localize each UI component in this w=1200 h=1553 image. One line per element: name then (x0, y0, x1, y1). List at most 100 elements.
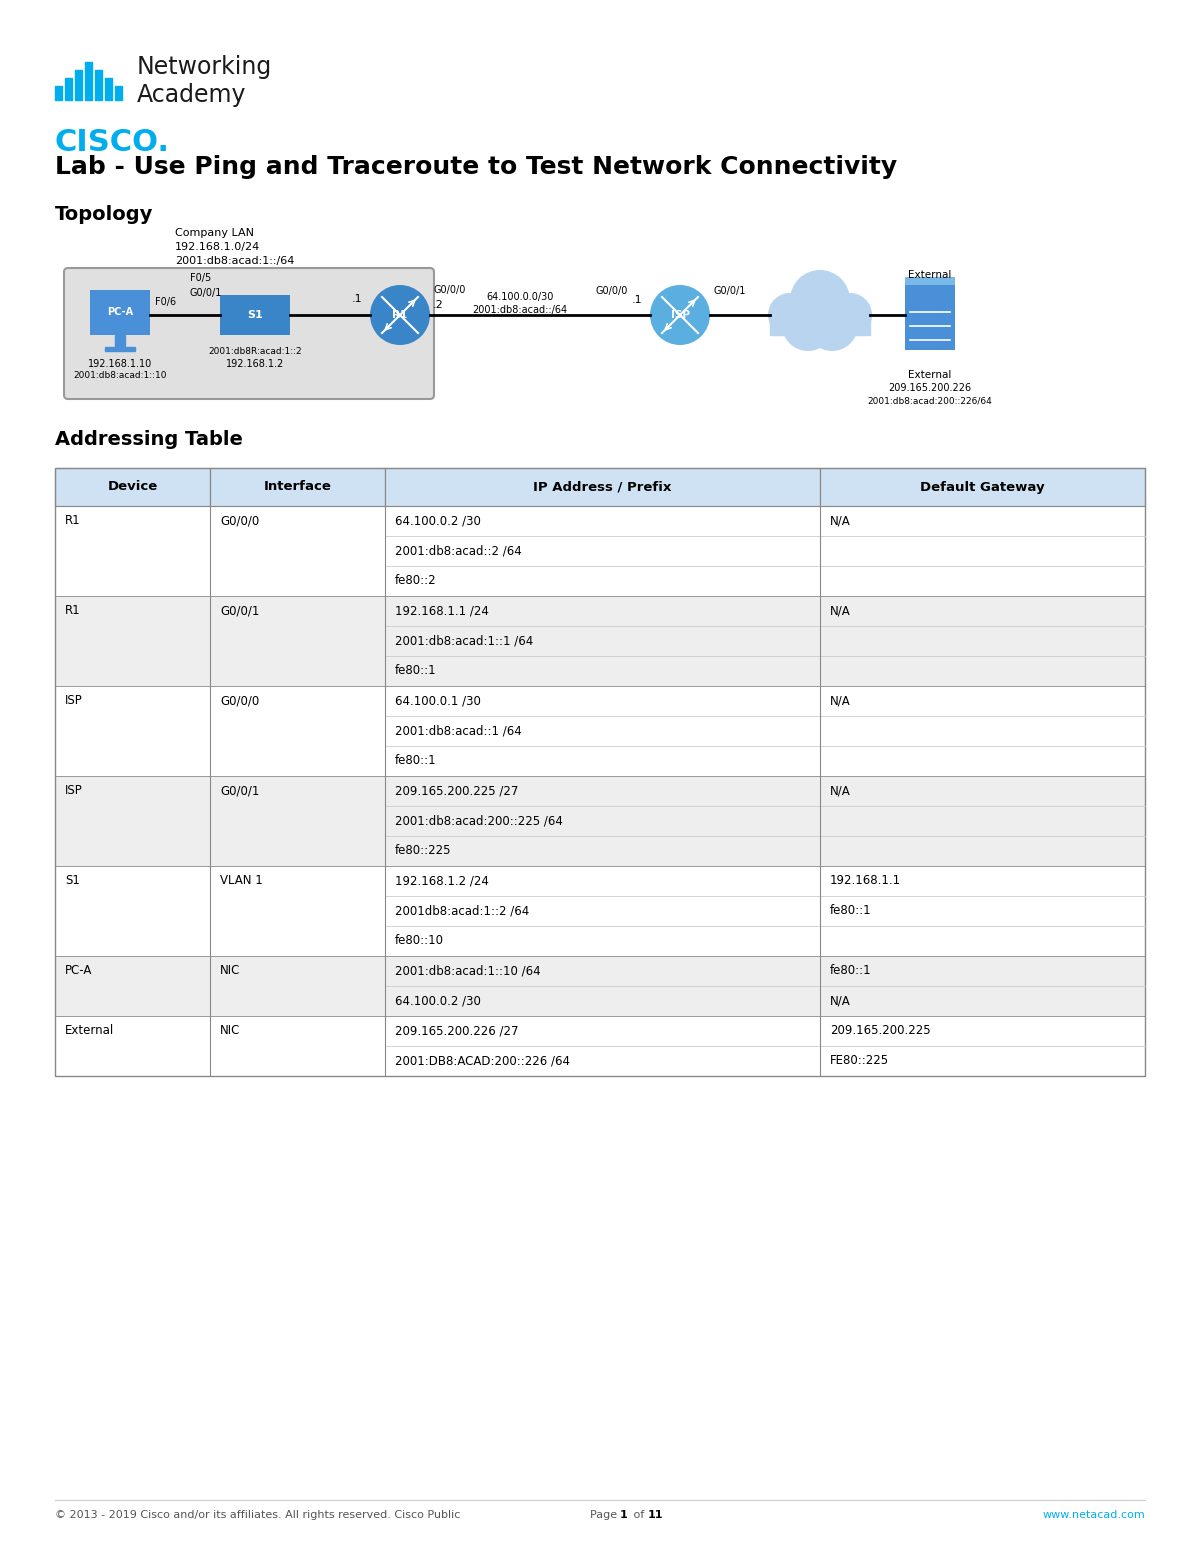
Text: Lab - Use Ping and Traceroute to Test Network Connectivity: Lab - Use Ping and Traceroute to Test Ne… (55, 155, 898, 179)
Text: 2001:db8:acad:1::10 /64: 2001:db8:acad:1::10 /64 (395, 964, 541, 977)
Text: N/A: N/A (830, 784, 851, 798)
Bar (106, 78, 112, 99)
Text: N/A: N/A (830, 694, 851, 708)
Text: fe80::2: fe80::2 (395, 575, 437, 587)
Text: 2001:db8:acad::1 /64: 2001:db8:acad::1 /64 (395, 725, 522, 738)
Bar (55, 867, 1145, 957)
Bar (210, 1016, 385, 1076)
Text: 2001:db8:acad:1::/64: 2001:db8:acad:1::/64 (175, 256, 294, 266)
Bar (905, 276, 955, 286)
Text: R1: R1 (65, 604, 80, 618)
Bar (90, 290, 150, 335)
Bar (820, 1016, 1145, 1076)
Text: 2001:db8:acad:1::10: 2001:db8:acad:1::10 (73, 371, 167, 380)
Bar (85, 62, 92, 99)
Text: G0/0/1: G0/0/1 (713, 286, 745, 297)
Text: F0/5: F0/5 (190, 273, 211, 283)
Text: 209.165.200.226: 209.165.200.226 (888, 384, 972, 393)
Text: .1: .1 (352, 294, 362, 304)
Text: 2001:db8:acad:200::225 /64: 2001:db8:acad:200::225 /64 (395, 814, 563, 828)
Bar (55, 467, 1145, 1076)
Bar (55, 506, 1145, 596)
Bar (55, 957, 210, 1016)
Text: G0/0/0: G0/0/0 (220, 694, 259, 708)
Circle shape (768, 294, 812, 337)
Bar (55, 506, 210, 596)
Text: 64.100.0.1 /30: 64.100.0.1 /30 (395, 694, 481, 708)
Circle shape (806, 300, 858, 351)
Circle shape (370, 286, 430, 345)
Text: © 2013 - 2019 Cisco and/or its affiliates. All rights reserved. Cisco Public: © 2013 - 2019 Cisco and/or its affiliate… (55, 1510, 461, 1520)
Text: Device: Device (107, 480, 157, 494)
Bar (385, 596, 820, 686)
Text: 64.100.0.0/30: 64.100.0.0/30 (486, 292, 553, 301)
Bar (220, 295, 290, 335)
Text: N/A: N/A (830, 604, 851, 618)
Text: Company LAN: Company LAN (175, 228, 254, 238)
Bar (55, 776, 1145, 867)
Bar (210, 596, 385, 686)
Text: fe80::1: fe80::1 (395, 665, 437, 677)
Text: FE80::225: FE80::225 (830, 1054, 889, 1067)
Text: 64.100.0.2 /30: 64.100.0.2 /30 (395, 994, 481, 1008)
Bar (820, 686, 1145, 776)
Bar (820, 867, 1145, 957)
Bar (385, 686, 820, 776)
FancyBboxPatch shape (64, 269, 434, 399)
Bar (770, 315, 870, 335)
Text: G0/0/0: G0/0/0 (220, 514, 259, 528)
Text: 2001db8:acad:1::2 /64: 2001db8:acad:1::2 /64 (395, 904, 529, 918)
Text: Default Gateway: Default Gateway (920, 480, 1045, 494)
Text: 2001:db8R:acad:1::2: 2001:db8R:acad:1::2 (208, 346, 302, 356)
Text: ISP: ISP (65, 694, 83, 708)
Bar (74, 70, 82, 99)
Bar (210, 867, 385, 957)
Bar (55, 776, 210, 867)
Text: 209.165.200.226 /27: 209.165.200.226 /27 (395, 1025, 518, 1037)
Text: Topology: Topology (55, 205, 154, 224)
Text: .1: .1 (632, 295, 643, 304)
Bar (820, 506, 1145, 596)
Text: of: of (630, 1510, 648, 1520)
Bar (820, 776, 1145, 867)
Circle shape (828, 294, 872, 337)
Text: 192.168.1.2 /24: 192.168.1.2 /24 (395, 874, 488, 887)
Text: NIC: NIC (220, 964, 240, 977)
Text: PC-A: PC-A (65, 964, 92, 977)
Text: VLAN 1: VLAN 1 (220, 874, 263, 887)
Text: IP Address / Prefix: IP Address / Prefix (533, 480, 672, 494)
Text: www.netacad.com: www.netacad.com (1043, 1510, 1145, 1520)
Bar (115, 85, 122, 99)
Text: 192.168.1.10: 192.168.1.10 (88, 359, 152, 370)
Bar (385, 506, 820, 596)
Bar (55, 1016, 1145, 1076)
Text: fe80::225: fe80::225 (395, 845, 451, 857)
Text: 192.168.1.0/24: 192.168.1.0/24 (175, 242, 260, 252)
Text: External: External (908, 370, 952, 380)
Bar (55, 596, 1145, 686)
Bar (65, 78, 72, 99)
Text: External: External (65, 1025, 114, 1037)
Text: ISP: ISP (671, 311, 690, 320)
Text: 2001:DB8:ACAD:200::226 /64: 2001:DB8:ACAD:200::226 /64 (395, 1054, 570, 1067)
Text: .2: .2 (433, 300, 444, 311)
Text: R1: R1 (65, 514, 80, 528)
Text: S1: S1 (247, 311, 263, 320)
Text: fe80::10: fe80::10 (395, 935, 444, 947)
Text: CISCO.: CISCO. (55, 127, 170, 157)
Text: N/A: N/A (830, 994, 851, 1008)
Bar (385, 867, 820, 957)
Bar (210, 506, 385, 596)
Bar (55, 686, 1145, 776)
Text: Networking: Networking (137, 54, 272, 79)
Text: F0/6: F0/6 (155, 297, 176, 307)
Bar (115, 335, 125, 346)
Text: G0/0/1: G0/0/1 (220, 604, 259, 618)
Text: 2001:db8:acad::/64: 2001:db8:acad::/64 (473, 304, 568, 315)
Circle shape (782, 300, 834, 351)
Bar (55, 1016, 210, 1076)
Text: 209.165.200.225 /27: 209.165.200.225 /27 (395, 784, 518, 798)
Bar (55, 596, 210, 686)
Text: Page: Page (590, 1510, 620, 1520)
Text: G0/0/0: G0/0/0 (595, 286, 628, 297)
